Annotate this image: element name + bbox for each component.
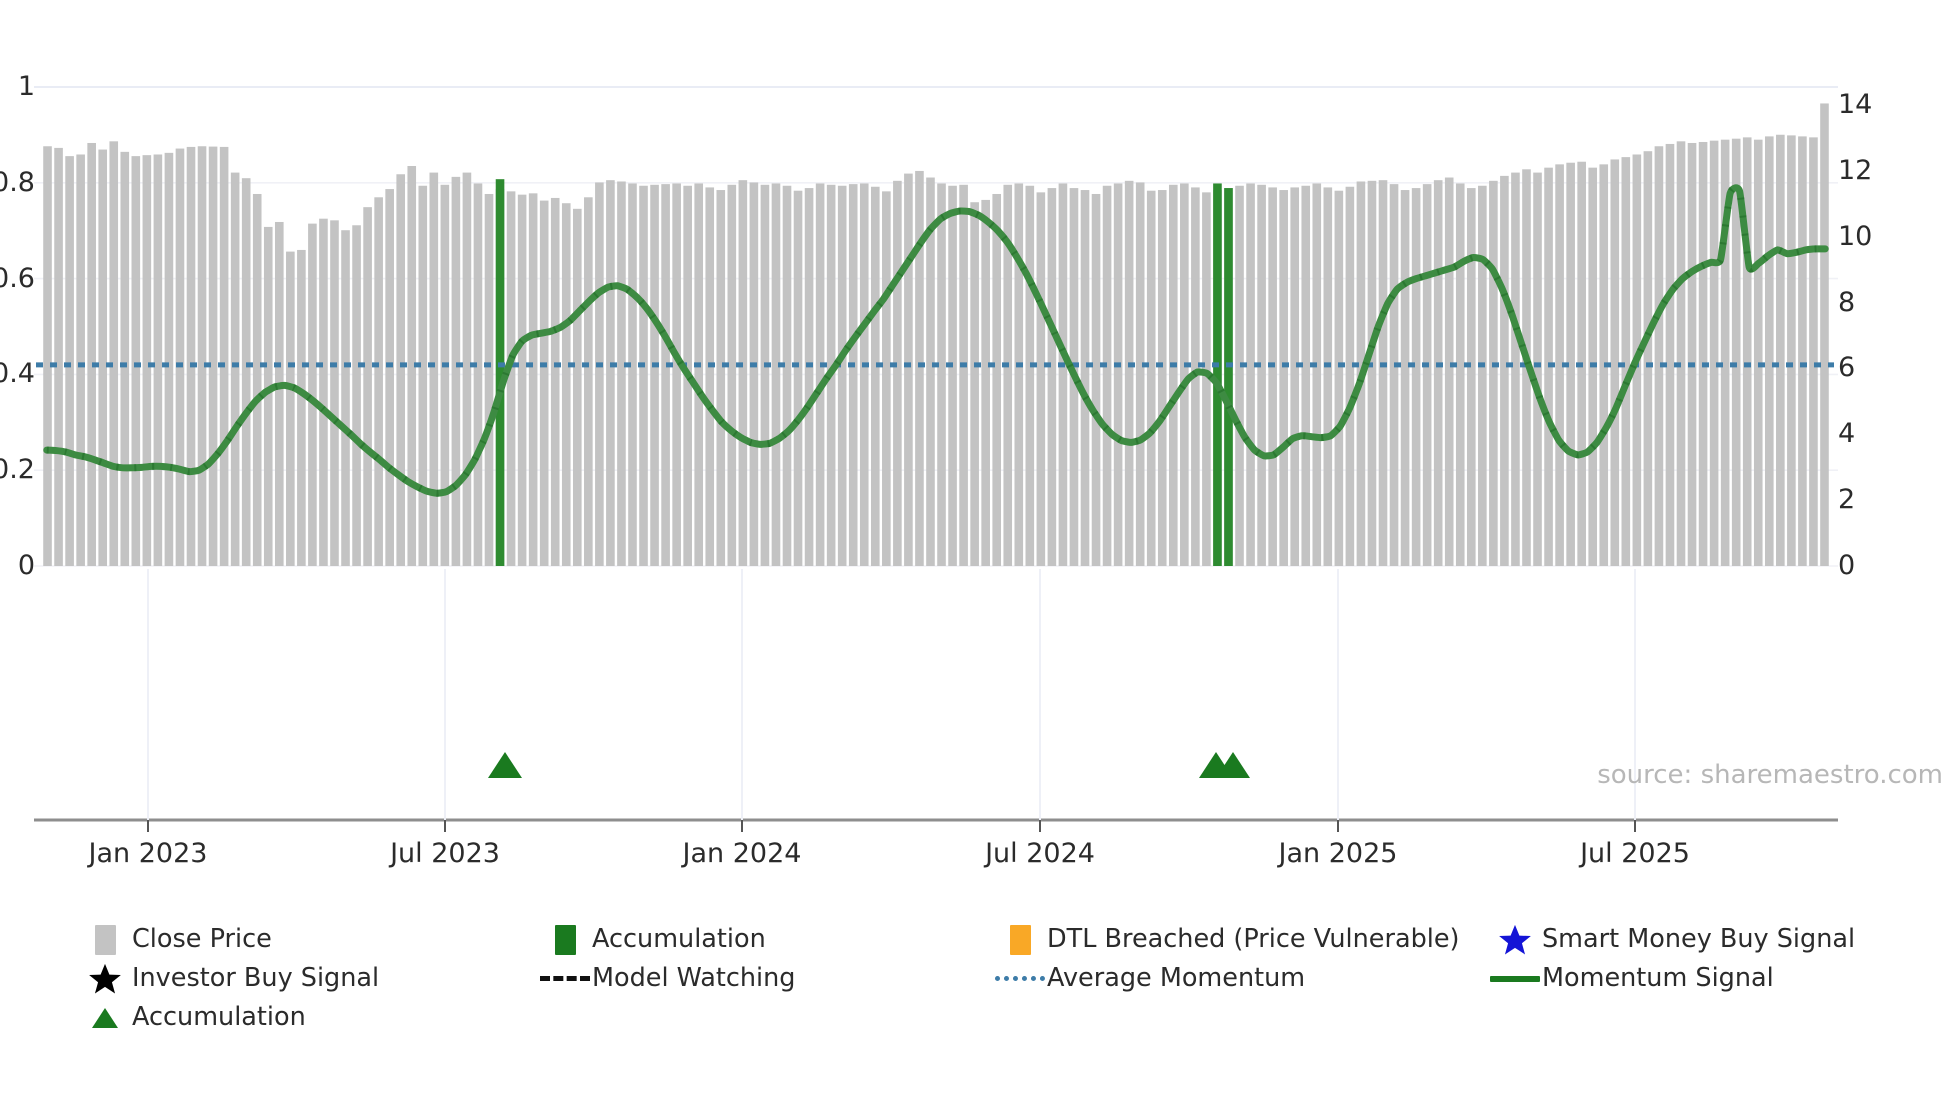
y-axis-right-tick-8: 8 bbox=[1838, 286, 1856, 318]
y-axis-left-tick-1: 1 bbox=[17, 71, 35, 102]
legend-accumulation-bar[interactable]: Accumulation bbox=[538, 920, 993, 959]
accumulation-markers bbox=[488, 752, 1250, 778]
square-swatch-icon bbox=[1009, 924, 1031, 955]
x-axis-tick-jan-2024: Jan 2024 bbox=[682, 838, 802, 869]
legend-momentum-signal[interactable]: Momentum Signal bbox=[1488, 959, 1928, 998]
y-axis-left-tick-0.8: 0.8 bbox=[0, 166, 35, 198]
legend-label: Smart Money Buy Signal bbox=[1542, 923, 1856, 954]
legend-smart-money-buy-signal[interactable]: Smart Money Buy Signal bbox=[1488, 920, 1928, 959]
legend-average-momentum[interactable]: Average Momentum bbox=[993, 959, 1488, 998]
solid-line-icon bbox=[1488, 962, 1542, 996]
accumulation-bars bbox=[495, 179, 1233, 566]
dashed-line-icon bbox=[538, 962, 592, 996]
y-axis-right-tick-4: 4 bbox=[1838, 418, 1856, 450]
y-axis-right-tick-6: 6 bbox=[1838, 352, 1856, 384]
y-axis-right-tick-10: 10 bbox=[1838, 220, 1873, 252]
x-axis-tick-jul-2023: Jul 2023 bbox=[390, 838, 500, 869]
star-icon bbox=[78, 962, 132, 996]
x-axis-tick-jul-2024: Jul 2024 bbox=[985, 838, 1095, 869]
legend-dtl-breached[interactable]: DTL Breached (Price Vulnerable) bbox=[993, 920, 1488, 959]
dotted-line-icon bbox=[993, 962, 1047, 996]
legend-label: Accumulation bbox=[592, 923, 766, 954]
legend-label: Accumulation bbox=[132, 1001, 306, 1032]
square-swatch-icon bbox=[78, 923, 132, 957]
dotted-line-icon bbox=[995, 976, 1045, 981]
y-axis-right-tick-12: 12 bbox=[1838, 154, 1873, 186]
close-price-bars bbox=[43, 103, 1829, 567]
x-axis-tick-jan-2025: Jan 2025 bbox=[1278, 838, 1398, 869]
legend-close-price[interactable]: Close Price bbox=[78, 920, 538, 959]
momentum-signal-line bbox=[43, 184, 1829, 497]
y-axis-right-tick-14: 14 bbox=[1838, 89, 1873, 121]
y-axis-left-tick-0: 0 bbox=[17, 550, 35, 581]
square-swatch-icon bbox=[554, 924, 576, 955]
legend-label: Momentum Signal bbox=[1542, 962, 1774, 993]
chart-legend: Close Price Accumulation DTL Breached (Pri… bbox=[78, 920, 1928, 1037]
y-axis-left-tick-0.2: 0.2 bbox=[0, 454, 35, 486]
y-axis-right-tick-2: 2 bbox=[1838, 484, 1856, 516]
legend-label: Investor Buy Signal bbox=[132, 962, 380, 993]
x-axis-line bbox=[34, 569, 1838, 832]
x-axis-tick-jul-2025: Jul 2025 bbox=[1580, 838, 1690, 869]
legend-label: DTL Breached (Price Vulnerable) bbox=[1047, 923, 1460, 954]
square-swatch-icon bbox=[94, 924, 116, 955]
triangle-up-icon bbox=[78, 1001, 132, 1035]
square-swatch-icon bbox=[993, 923, 1047, 957]
source-watermark: source: sharemaestro.com bbox=[1597, 760, 1943, 790]
legend-model-watching[interactable]: Model Watching bbox=[538, 959, 993, 998]
y-axis-left-tick-0.6: 0.6 bbox=[0, 262, 35, 294]
y-axis-left-tick-0.4: 0.4 bbox=[0, 358, 35, 390]
legend-investor-buy-signal[interactable]: Investor Buy Signal bbox=[78, 959, 538, 998]
legend-label: Average Momentum bbox=[1047, 962, 1306, 993]
solid-line-icon bbox=[1490, 975, 1540, 982]
dashed-line-icon bbox=[540, 976, 590, 981]
y-axis-right-tick-0: 0 bbox=[1838, 550, 1856, 581]
square-swatch-icon bbox=[538, 923, 592, 957]
legend-accumulation-marker[interactable]: Accumulation bbox=[78, 998, 538, 1037]
x-axis-tick-jan-2023: Jan 2023 bbox=[88, 838, 208, 869]
legend-label: Model Watching bbox=[592, 962, 796, 993]
legend-label: Close Price bbox=[132, 923, 272, 954]
star-icon bbox=[1488, 923, 1542, 957]
